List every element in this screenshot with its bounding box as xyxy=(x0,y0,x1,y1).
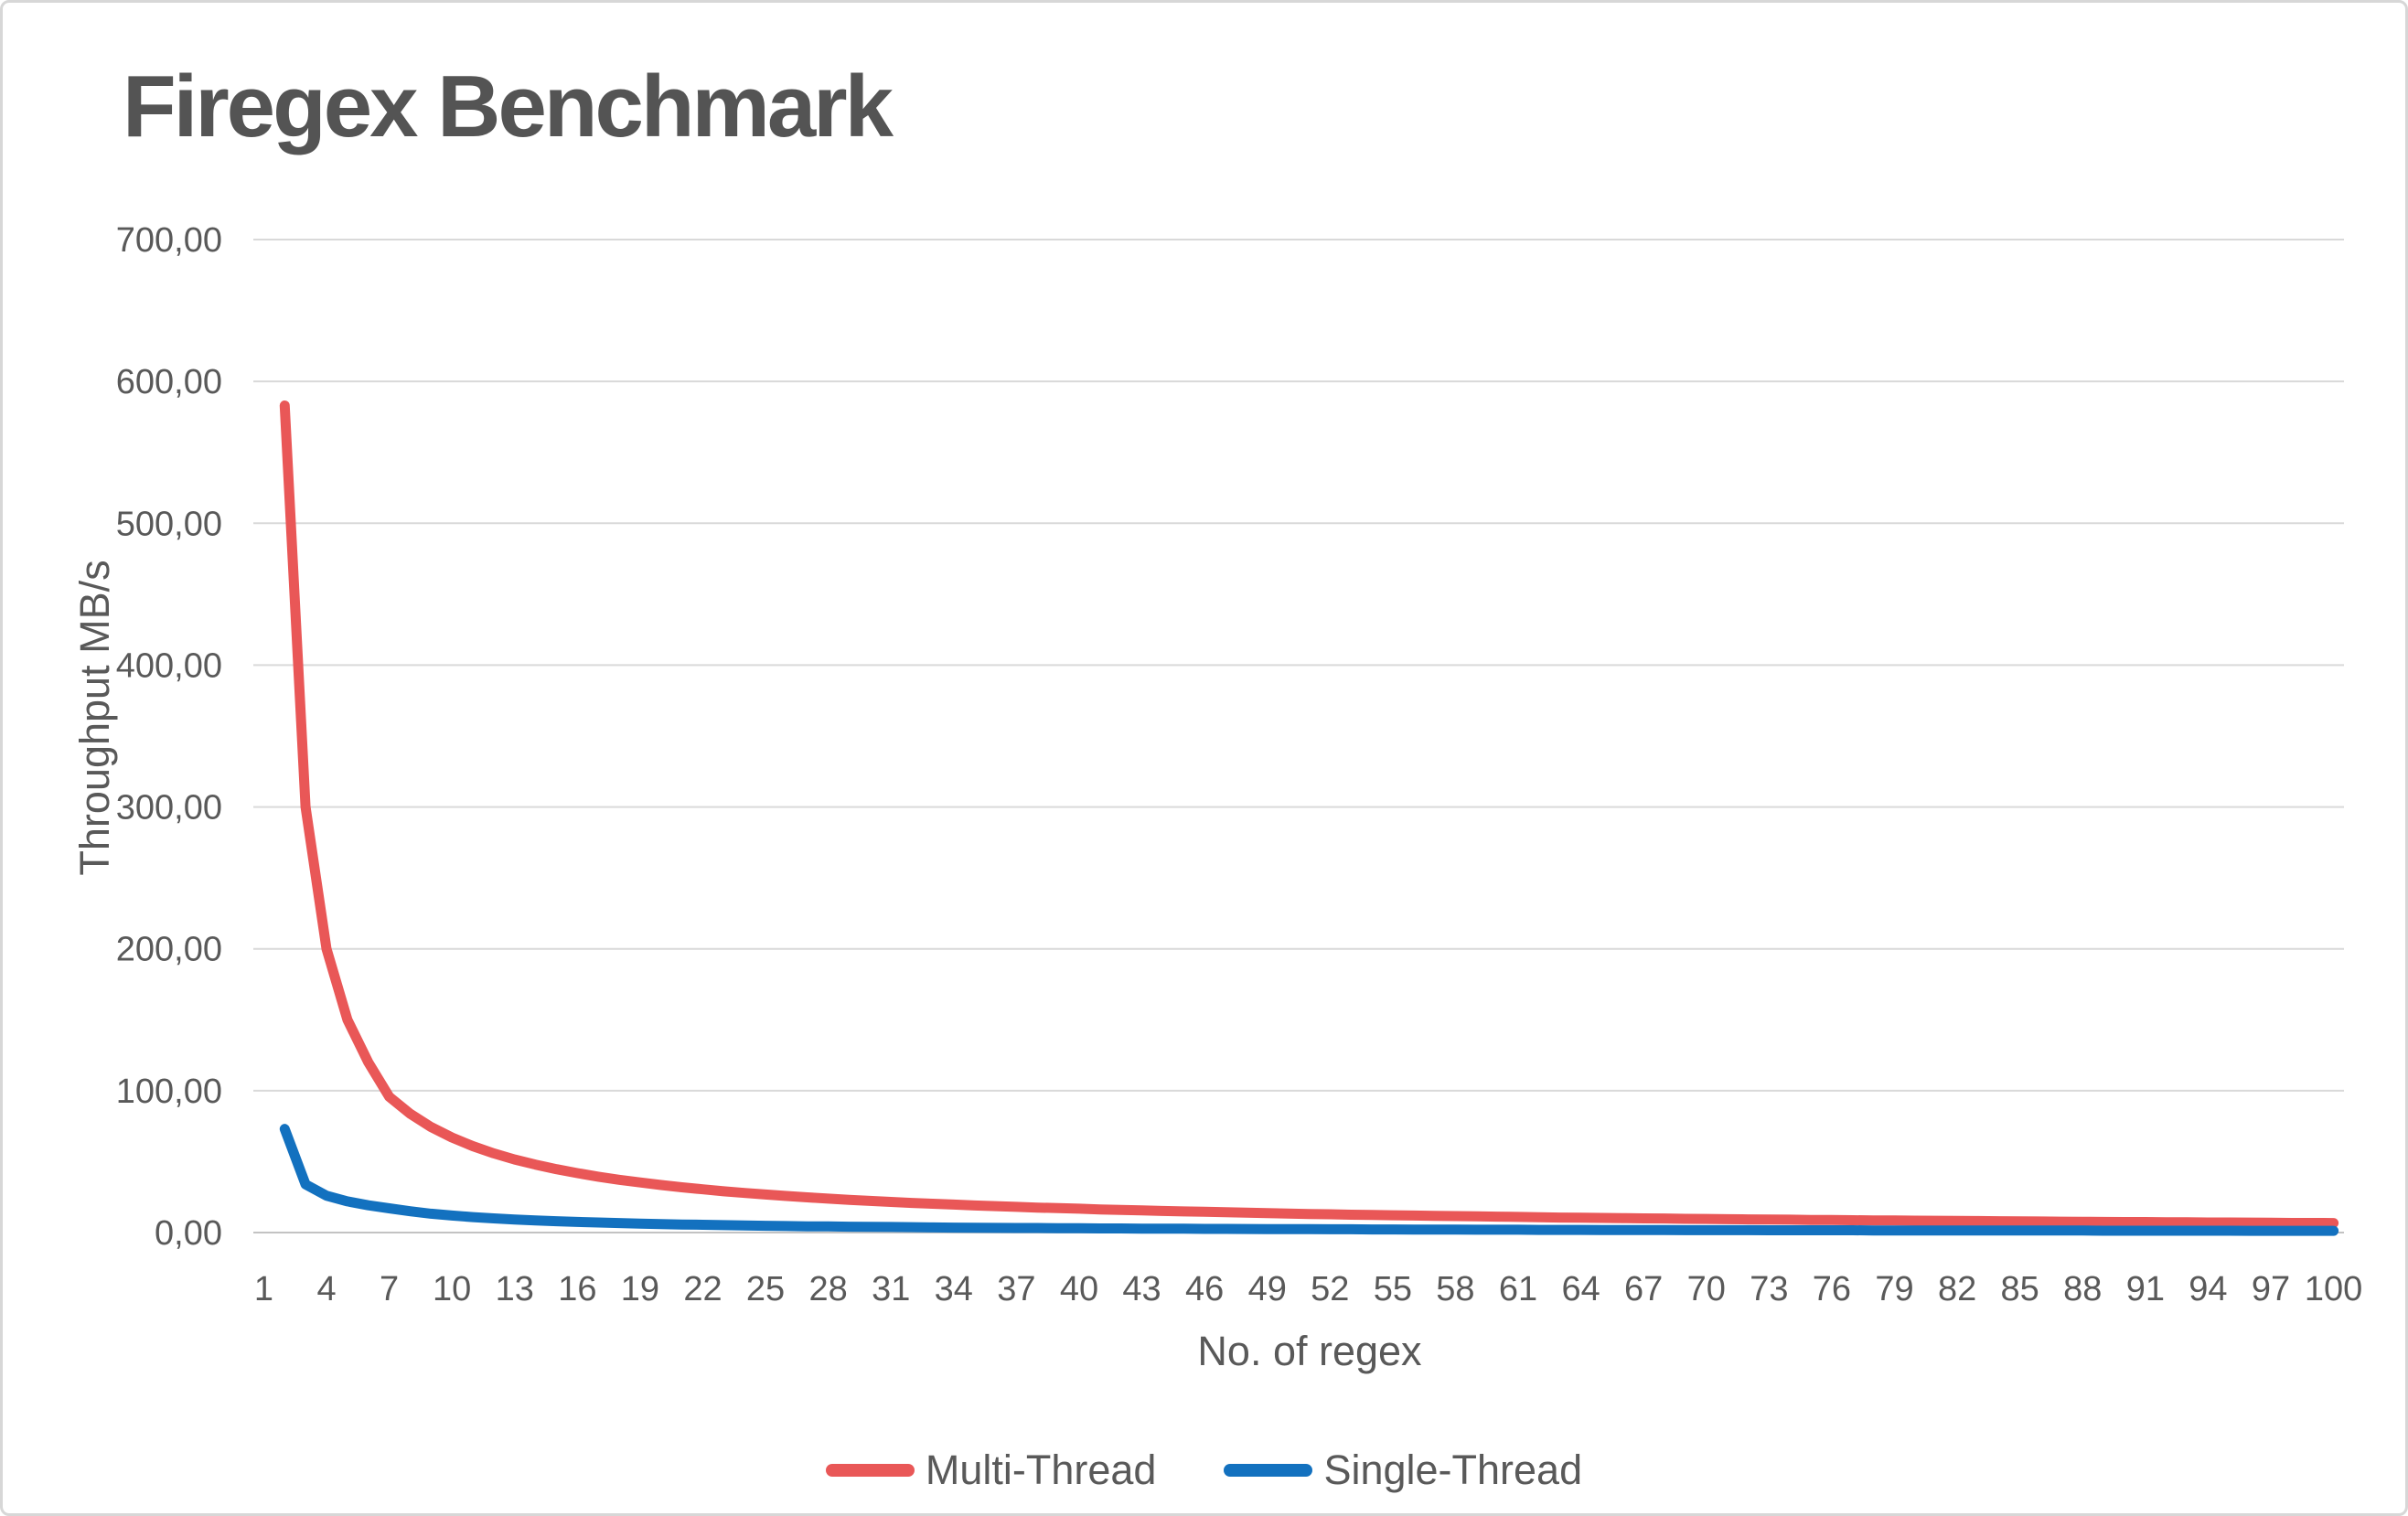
legend-label-single-thread: Single-Thread xyxy=(1323,1447,1583,1493)
x-tick-label-94: 94 xyxy=(2189,1270,2227,1308)
y-tick-label-200: 200,00 xyxy=(116,931,222,969)
legend-item-single-thread: Single-Thread xyxy=(1224,1447,1582,1494)
y-tick-label-600: 600,00 xyxy=(116,363,222,401)
y-tick-label-100: 100,00 xyxy=(116,1073,222,1111)
x-tick-label-64: 64 xyxy=(1561,1270,1600,1308)
x-tick-label-91: 91 xyxy=(2126,1270,2165,1308)
y-tick-label-0: 0,00 xyxy=(155,1214,222,1253)
x-tick-label-49: 49 xyxy=(1248,1270,1287,1308)
x-tick-label-40: 40 xyxy=(1060,1270,1098,1308)
y-tick-label-700: 700,00 xyxy=(116,221,222,260)
legend: Multi-Thread Single-Thread xyxy=(0,1445,2408,1496)
x-tick-label-13: 13 xyxy=(496,1270,534,1308)
x-tick-label-34: 34 xyxy=(935,1270,973,1308)
x-tick-label-58: 58 xyxy=(1436,1270,1474,1308)
x-tick-label-61: 61 xyxy=(1499,1270,1537,1308)
x-tick-label-100: 100 xyxy=(2305,1270,2362,1308)
y-tick-label-500: 500,00 xyxy=(116,505,222,543)
legend-swatch-single-thread xyxy=(1224,1464,1313,1477)
series-line-single-thread xyxy=(279,1124,2339,1236)
x-tick-label-10: 10 xyxy=(433,1270,471,1308)
x-tick-label-67: 67 xyxy=(1624,1270,1663,1308)
legend-item-multi-thread: Multi-Thread xyxy=(825,1447,1157,1494)
x-tick-label-37: 37 xyxy=(997,1270,1035,1308)
chart-title: Firegex Benchmark xyxy=(123,58,894,155)
x-tick-label-70: 70 xyxy=(1687,1270,1726,1308)
x-tick-label-52: 52 xyxy=(1311,1270,1349,1308)
x-tick-label-79: 79 xyxy=(1875,1270,1913,1308)
x-tick-label-25: 25 xyxy=(746,1270,785,1308)
x-tick-label-7: 7 xyxy=(380,1270,399,1308)
x-tick-label-97: 97 xyxy=(2252,1270,2290,1308)
x-tick-label-31: 31 xyxy=(872,1270,910,1308)
x-tick-label-82: 82 xyxy=(1938,1270,1976,1308)
x-tick-label-28: 28 xyxy=(809,1270,848,1308)
series-line-multi-thread xyxy=(279,400,2339,1229)
x-tick-label-16: 16 xyxy=(558,1270,596,1308)
x-tick-label-85: 85 xyxy=(2001,1270,2039,1308)
x-tick-label-46: 46 xyxy=(1185,1270,1224,1308)
x-tick-label-19: 19 xyxy=(621,1270,659,1308)
y-axis-title: Throughput MB/s xyxy=(71,560,118,876)
x-tick-label-1: 1 xyxy=(254,1270,273,1308)
legend-swatch-multi-thread xyxy=(825,1464,915,1477)
x-tick-label-4: 4 xyxy=(316,1270,336,1308)
x-tick-label-55: 55 xyxy=(1374,1270,1412,1308)
y-tick-label-300: 300,00 xyxy=(116,789,222,827)
y-tick-label-400: 400,00 xyxy=(116,646,222,685)
x-tick-label-88: 88 xyxy=(2063,1270,2102,1308)
x-axis-title: No. of regex xyxy=(1197,1328,1422,1374)
x-tick-label-73: 73 xyxy=(1750,1270,1788,1308)
legend-label-multi-thread: Multi-Thread xyxy=(925,1447,1157,1493)
x-tick-label-43: 43 xyxy=(1122,1270,1161,1308)
x-tick-label-22: 22 xyxy=(683,1270,722,1308)
x-tick-label-76: 76 xyxy=(1813,1270,1851,1308)
